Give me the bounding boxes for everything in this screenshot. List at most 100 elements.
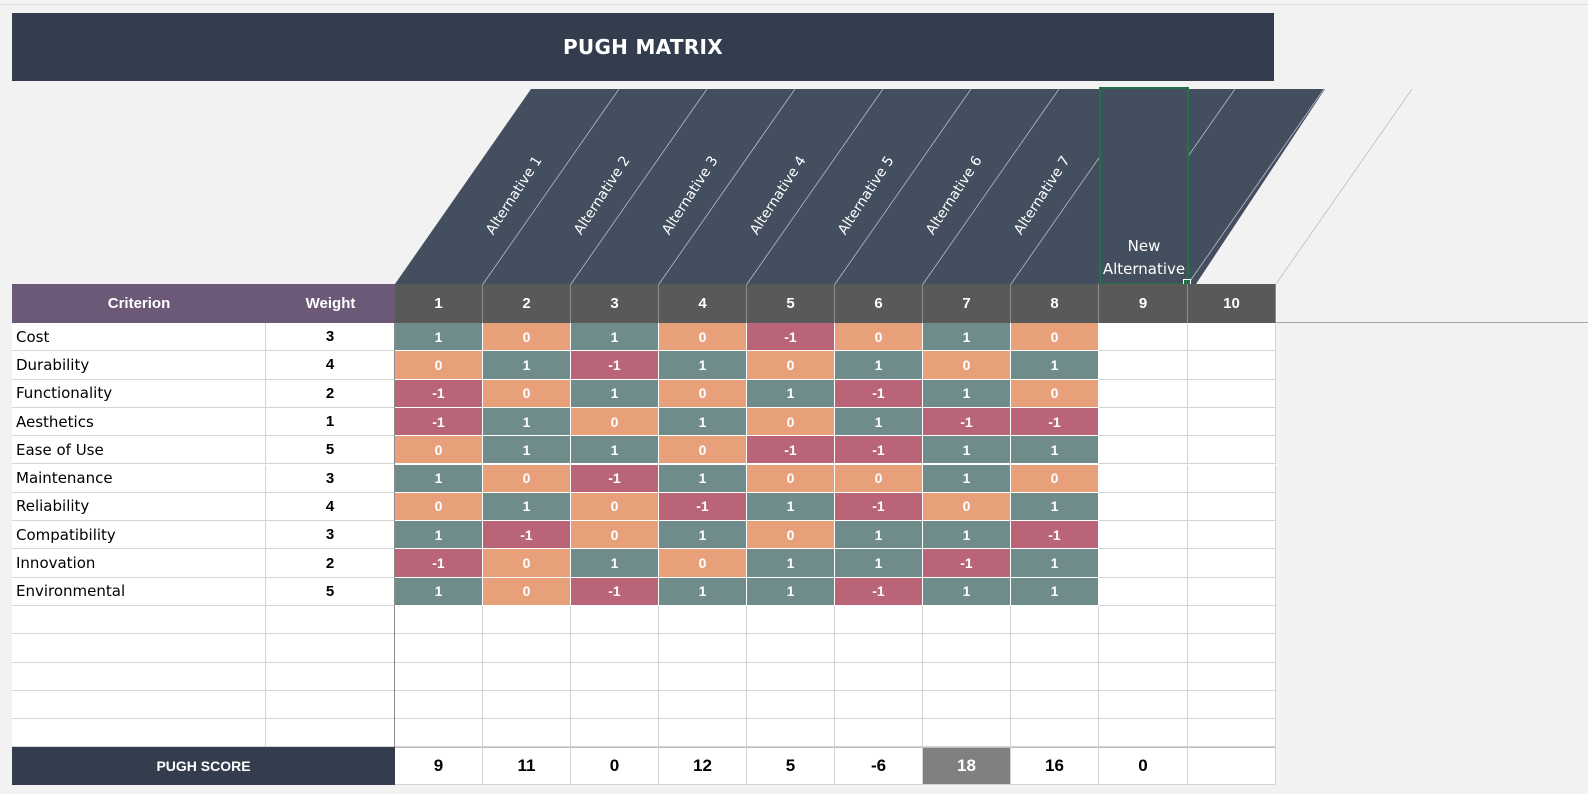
new-alternative-cell[interactable]: New Alternative: [1099, 87, 1191, 287]
empty-cell[interactable]: [1188, 549, 1276, 578]
score-cell[interactable]: 1: [659, 351, 747, 380]
score-cell[interactable]: -1: [571, 577, 659, 606]
score-cell[interactable]: 1: [923, 464, 1011, 493]
pugh-score-5[interactable]: 5: [747, 747, 835, 785]
criterion-cell[interactable]: Ease of Use: [12, 436, 266, 465]
score-cell[interactable]: 0: [483, 464, 571, 493]
weight-cell[interactable]: 4: [266, 492, 395, 522]
score-cell[interactable]: 0: [747, 464, 835, 493]
score-cell[interactable]: -1: [395, 549, 483, 578]
score-cell[interactable]: 1: [923, 521, 1011, 550]
empty-cell[interactable]: [483, 690, 571, 720]
criterion-cell[interactable]: [12, 662, 266, 691]
empty-cell[interactable]: [1099, 719, 1188, 748]
weight-cell[interactable]: [266, 634, 395, 663]
score-cell[interactable]: 1: [483, 407, 571, 437]
pugh-score-7[interactable]: 18: [923, 747, 1011, 785]
score-cell[interactable]: 1: [1011, 492, 1099, 522]
empty-cell[interactable]: [1188, 464, 1276, 493]
empty-cell[interactable]: [1188, 577, 1276, 606]
score-cell[interactable]: -1: [395, 407, 483, 437]
empty-cell[interactable]: [659, 662, 747, 691]
weight-cell[interactable]: 3: [266, 521, 395, 550]
weight-cell[interactable]: [266, 719, 395, 748]
weight-cell[interactable]: [266, 606, 395, 635]
score-cell[interactable]: 1: [923, 323, 1011, 352]
empty-cell[interactable]: [923, 662, 1011, 691]
empty-cell[interactable]: [1099, 492, 1188, 522]
empty-cell[interactable]: [1099, 351, 1188, 380]
score-cell[interactable]: 0: [659, 436, 747, 465]
score-cell[interactable]: 0: [571, 521, 659, 550]
pugh-score-8[interactable]: 16: [1011, 747, 1099, 785]
empty-cell[interactable]: [1188, 379, 1276, 408]
column-number-10[interactable]: 10: [1188, 284, 1276, 323]
empty-cell[interactable]: [1188, 407, 1276, 437]
empty-cell[interactable]: [1099, 521, 1188, 550]
empty-cell[interactable]: [1011, 606, 1099, 635]
empty-cell[interactable]: [1188, 690, 1276, 720]
score-cell[interactable]: 1: [747, 492, 835, 522]
empty-cell[interactable]: [1188, 436, 1276, 465]
score-cell[interactable]: 1: [1011, 577, 1099, 606]
column-number-7[interactable]: 7: [923, 284, 1011, 323]
weight-cell[interactable]: 5: [266, 436, 395, 465]
empty-cell[interactable]: [747, 690, 835, 720]
empty-cell[interactable]: [1188, 323, 1276, 352]
score-cell[interactable]: 0: [747, 351, 835, 380]
empty-cell[interactable]: [1099, 549, 1188, 578]
empty-cell[interactable]: [395, 634, 483, 663]
weight-cell[interactable]: 1: [266, 407, 395, 437]
score-cell[interactable]: 0: [659, 379, 747, 408]
pugh-score-1[interactable]: 9: [395, 747, 483, 785]
empty-cell[interactable]: [1011, 634, 1099, 663]
criterion-cell[interactable]: Functionality: [12, 379, 266, 408]
score-cell[interactable]: 0: [835, 323, 923, 352]
score-cell[interactable]: 0: [835, 464, 923, 493]
empty-cell[interactable]: [1188, 662, 1276, 691]
empty-cell[interactable]: [747, 606, 835, 635]
score-cell[interactable]: -1: [835, 379, 923, 408]
empty-cell[interactable]: [483, 606, 571, 635]
empty-cell[interactable]: [483, 719, 571, 748]
empty-cell[interactable]: [571, 690, 659, 720]
criterion-cell[interactable]: Aesthetics: [12, 407, 266, 437]
empty-cell[interactable]: [1188, 606, 1276, 635]
score-cell[interactable]: 0: [1011, 323, 1099, 352]
empty-cell[interactable]: [1188, 351, 1276, 380]
empty-cell[interactable]: [1099, 323, 1188, 352]
criterion-header[interactable]: Criterion: [12, 284, 266, 323]
score-cell[interactable]: -1: [571, 464, 659, 493]
weight-header[interactable]: Weight: [266, 284, 395, 323]
empty-cell[interactable]: [483, 662, 571, 691]
empty-cell[interactable]: [395, 690, 483, 720]
empty-cell[interactable]: [835, 690, 923, 720]
empty-cell[interactable]: [659, 690, 747, 720]
score-cell[interactable]: 1: [571, 379, 659, 408]
empty-cell[interactable]: [747, 634, 835, 663]
empty-cell[interactable]: [835, 719, 923, 748]
score-cell[interactable]: 1: [659, 407, 747, 437]
score-cell[interactable]: 1: [659, 464, 747, 493]
score-cell[interactable]: -1: [1011, 521, 1099, 550]
score-cell[interactable]: 1: [483, 492, 571, 522]
empty-cell[interactable]: [923, 634, 1011, 663]
criterion-cell[interactable]: Environmental: [12, 577, 266, 606]
score-cell[interactable]: 0: [571, 492, 659, 522]
empty-cell[interactable]: [659, 719, 747, 748]
score-cell[interactable]: 1: [571, 436, 659, 465]
score-cell[interactable]: 1: [747, 379, 835, 408]
score-cell[interactable]: 1: [659, 521, 747, 550]
score-cell[interactable]: -1: [483, 521, 571, 550]
score-cell[interactable]: 1: [923, 379, 1011, 408]
pugh-score-9[interactable]: 0: [1099, 747, 1188, 785]
score-cell[interactable]: 1: [659, 577, 747, 606]
empty-cell[interactable]: [1099, 464, 1188, 493]
score-cell[interactable]: 1: [395, 464, 483, 493]
empty-cell[interactable]: [1099, 662, 1188, 691]
empty-cell[interactable]: [1099, 690, 1188, 720]
empty-cell[interactable]: [571, 606, 659, 635]
weight-cell[interactable]: 3: [266, 323, 395, 352]
empty-cell[interactable]: [835, 606, 923, 635]
column-number-1[interactable]: 1: [395, 284, 483, 323]
